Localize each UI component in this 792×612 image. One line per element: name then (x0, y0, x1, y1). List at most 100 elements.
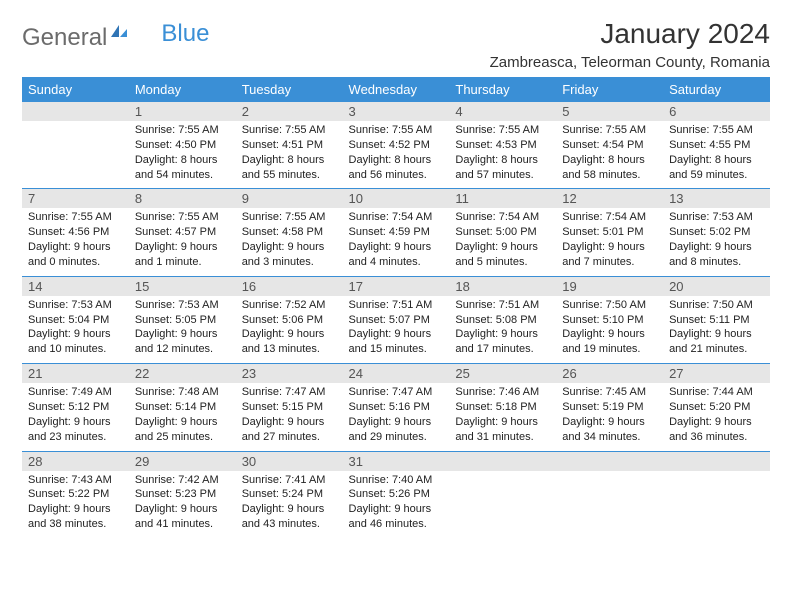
sunrise-text: Sunrise: 7:54 AM (562, 210, 657, 225)
day-content-row: Sunrise: 7:55 AMSunset: 4:50 PMDaylight:… (22, 121, 770, 189)
sunset-text: Sunset: 5:22 PM (28, 487, 123, 502)
day-cell: Sunrise: 7:50 AMSunset: 5:11 PMDaylight:… (663, 296, 770, 364)
day2-text: and 23 minutes. (28, 430, 123, 445)
day-cell: Sunrise: 7:51 AMSunset: 5:07 PMDaylight:… (343, 296, 450, 364)
sunrise-text: Sunrise: 7:50 AM (669, 298, 764, 313)
sunrise-text: Sunrise: 7:43 AM (28, 473, 123, 488)
day2-text: and 57 minutes. (455, 168, 550, 183)
day1-text: Daylight: 9 hours (455, 240, 550, 255)
sunrise-text: Sunrise: 7:51 AM (455, 298, 550, 313)
day2-text: and 19 minutes. (562, 342, 657, 357)
day-cell: Sunrise: 7:47 AMSunset: 5:16 PMDaylight:… (343, 383, 450, 451)
sunset-text: Sunset: 5:26 PM (349, 487, 444, 502)
day-number: 22 (129, 364, 236, 384)
page-header: General Blue January 2024 Zambreasca, Te… (22, 18, 770, 71)
day-cell: Sunrise: 7:44 AMSunset: 5:20 PMDaylight:… (663, 383, 770, 451)
day-number: 28 (22, 451, 129, 471)
day-cell: Sunrise: 7:55 AMSunset: 4:57 PMDaylight:… (129, 208, 236, 276)
sunset-text: Sunset: 5:14 PM (135, 400, 230, 415)
day-number: 16 (236, 276, 343, 296)
day-cell (22, 121, 129, 189)
day2-text: and 29 minutes. (349, 430, 444, 445)
day2-text: and 36 minutes. (669, 430, 764, 445)
day-cell: Sunrise: 7:54 AMSunset: 5:00 PMDaylight:… (449, 208, 556, 276)
day-number: 27 (663, 364, 770, 384)
sunrise-text: Sunrise: 7:55 AM (455, 123, 550, 138)
day1-text: Daylight: 9 hours (28, 415, 123, 430)
sunset-text: Sunset: 5:12 PM (28, 400, 123, 415)
day-number: 9 (236, 189, 343, 209)
day-cell: Sunrise: 7:50 AMSunset: 5:10 PMDaylight:… (556, 296, 663, 364)
day-cell: Sunrise: 7:45 AMSunset: 5:19 PMDaylight:… (556, 383, 663, 451)
day2-text: and 59 minutes. (669, 168, 764, 183)
weekday-header: Monday (129, 77, 236, 102)
sunset-text: Sunset: 5:08 PM (455, 313, 550, 328)
day2-text: and 25 minutes. (135, 430, 230, 445)
day-number-row: 14151617181920 (22, 276, 770, 296)
day-cell: Sunrise: 7:51 AMSunset: 5:08 PMDaylight:… (449, 296, 556, 364)
sunset-text: Sunset: 4:58 PM (242, 225, 337, 240)
weekday-header: Saturday (663, 77, 770, 102)
day-cell: Sunrise: 7:53 AMSunset: 5:05 PMDaylight:… (129, 296, 236, 364)
weekday-header-row: Sunday Monday Tuesday Wednesday Thursday… (22, 77, 770, 102)
day-cell (449, 471, 556, 538)
day-content-row: Sunrise: 7:43 AMSunset: 5:22 PM Daylight:… (22, 471, 770, 538)
day-number: 18 (449, 276, 556, 296)
sunset-text: Sunset: 4:55 PM (669, 138, 764, 153)
day2-text: and 8 minutes. (669, 255, 764, 270)
sunrise-text: Sunrise: 7:40 AM (349, 473, 444, 488)
sunset-text: Sunset: 4:54 PM (562, 138, 657, 153)
day-cell (556, 471, 663, 538)
sunset-text: Sunset: 5:20 PM (669, 400, 764, 415)
sunrise-text: Sunrise: 7:55 AM (242, 123, 337, 138)
day2-text: and 13 minutes. (242, 342, 337, 357)
day1-text: Daylight: 9 hours (135, 240, 230, 255)
day-cell: Sunrise: 7:52 AMSunset: 5:06 PMDaylight:… (236, 296, 343, 364)
day-cell: Sunrise: 7:55 AMSunset: 4:55 PMDaylight:… (663, 121, 770, 189)
day1-text: Daylight: 8 hours (135, 153, 230, 168)
day-cell: Sunrise: 7:54 AMSunset: 4:59 PMDaylight:… (343, 208, 450, 276)
day-number: 13 (663, 189, 770, 209)
day1-text: Daylight: 9 hours (349, 415, 444, 430)
day-cell: Sunrise: 7:53 AMSunset: 5:04 PMDaylight:… (22, 296, 129, 364)
day-number (449, 451, 556, 471)
day-number: 17 (343, 276, 450, 296)
day1-text: Daylight: 9 hours (562, 240, 657, 255)
day2-text: and 17 minutes. (455, 342, 550, 357)
day1-text: Daylight: 8 hours (455, 153, 550, 168)
day2-text: and 27 minutes. (242, 430, 337, 445)
sunrise-text: Sunrise: 7:45 AM (562, 385, 657, 400)
day-number: 26 (556, 364, 663, 384)
day2-text: and 55 minutes. (242, 168, 337, 183)
sunset-text: Sunset: 4:56 PM (28, 225, 123, 240)
day2-text: and 1 minute. (135, 255, 230, 270)
day-number: 20 (663, 276, 770, 296)
sunset-text: Sunset: 4:57 PM (135, 225, 230, 240)
day2-text: and 38 minutes. (28, 517, 123, 532)
day-cell: Sunrise: 7:40 AMSunset: 5:26 PMDaylight:… (343, 471, 450, 538)
day-number: 23 (236, 364, 343, 384)
day1-text: Daylight: 9 hours (669, 415, 764, 430)
sunrise-text: Sunrise: 7:49 AM (28, 385, 123, 400)
day1-text: Daylight: 9 hours (135, 502, 230, 517)
sunrise-text: Sunrise: 7:52 AM (242, 298, 337, 313)
day-number-row: 21222324252627 (22, 364, 770, 384)
day-cell: Sunrise: 7:53 AMSunset: 5:02 PMDaylight:… (663, 208, 770, 276)
day2-text: and 7 minutes. (562, 255, 657, 270)
day-cell: Sunrise: 7:48 AMSunset: 5:14 PMDaylight:… (129, 383, 236, 451)
day2-text: and 46 minutes. (349, 517, 444, 532)
sunrise-text: Sunrise: 7:41 AM (242, 473, 337, 488)
location-subtitle: Zambreasca, Teleorman County, Romania (490, 54, 770, 71)
day1-text: Daylight: 9 hours (562, 327, 657, 342)
day-cell: Sunrise: 7:47 AMSunset: 5:15 PMDaylight:… (236, 383, 343, 451)
sunrise-text: Sunrise: 7:53 AM (28, 298, 123, 313)
sunset-text: Sunset: 5:05 PM (135, 313, 230, 328)
day2-text: and 12 minutes. (135, 342, 230, 357)
sunrise-text: Sunrise: 7:47 AM (242, 385, 337, 400)
day1-text: Daylight: 9 hours (455, 327, 550, 342)
sunset-text: Sunset: 5:10 PM (562, 313, 657, 328)
day-cell (663, 471, 770, 538)
day-number: 15 (129, 276, 236, 296)
day1-text: Daylight: 8 hours (349, 153, 444, 168)
sunrise-text: Sunrise: 7:47 AM (349, 385, 444, 400)
